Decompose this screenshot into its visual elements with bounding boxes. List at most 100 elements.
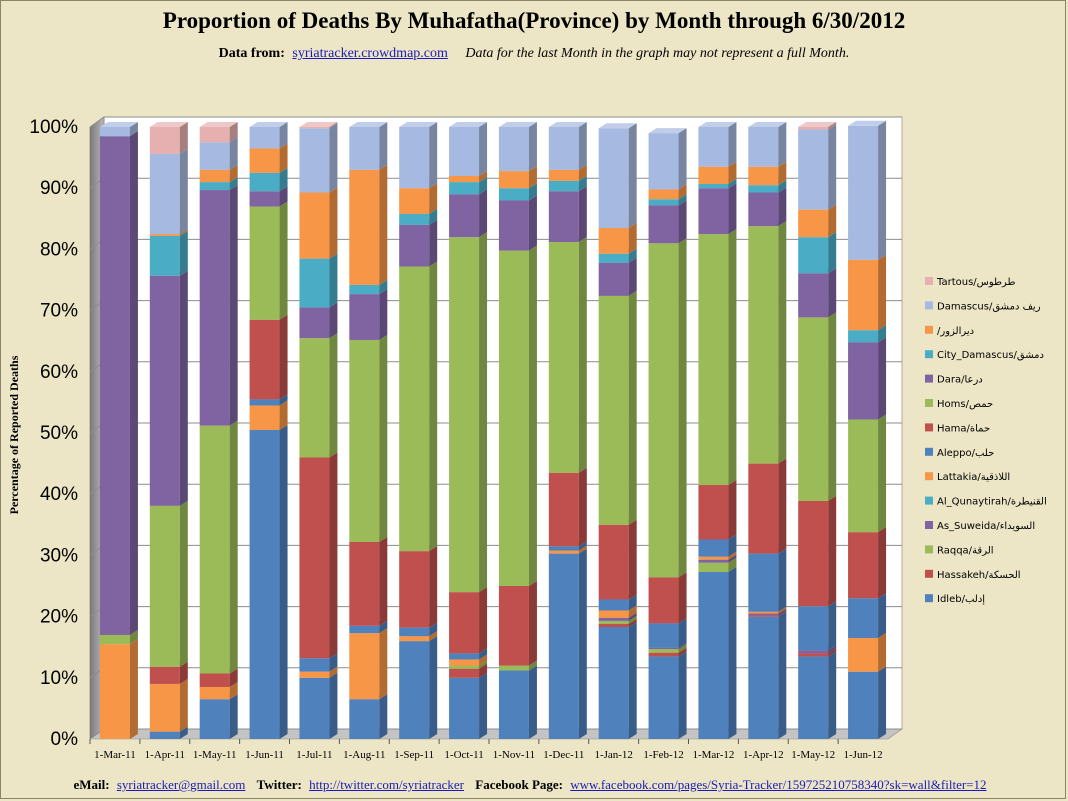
- data-source-link[interactable]: syriatracker.crowdmap.com: [292, 46, 448, 61]
- bar-segment: [798, 601, 837, 651]
- bar-side: [479, 122, 488, 176]
- bar-side: [279, 122, 288, 149]
- bar-side: [878, 325, 887, 343]
- bar-segment: [548, 467, 587, 547]
- bar-side: [828, 312, 837, 501]
- bar-segment: [249, 122, 288, 149]
- bar-front: [798, 129, 829, 210]
- bar-side: [528, 660, 537, 671]
- legend-item: Aleppo/حلب: [925, 447, 994, 459]
- bar-side: [179, 500, 188, 667]
- bar-stack-1-Nov-11: [498, 122, 537, 739]
- bar-front: [199, 169, 230, 183]
- bar-side: [678, 572, 687, 624]
- bar-segment: [99, 122, 138, 137]
- bar-segment: [848, 254, 887, 331]
- bar-side: [778, 187, 787, 227]
- bar-side: [878, 120, 887, 260]
- bar-front: [349, 699, 380, 739]
- bar-side: [778, 610, 787, 617]
- legend-item: Homs/حمص: [925, 399, 993, 410]
- bar-segment: [548, 122, 587, 170]
- bar-side: [578, 467, 587, 547]
- bar-front: [199, 182, 230, 191]
- bar-side: [628, 123, 637, 228]
- bar-side: [628, 257, 637, 296]
- bar-segment: [548, 186, 587, 243]
- twitter-link[interactable]: http://twitter.com/syriatracker: [309, 777, 465, 792]
- bar-segment: [99, 639, 138, 739]
- bar-front: [748, 611, 779, 614]
- bar-segment: [698, 229, 737, 486]
- bar-side: [678, 618, 687, 648]
- bar-front: [498, 200, 529, 251]
- bar-top: [698, 122, 737, 127]
- bar-side: [528, 183, 537, 201]
- bar-front: [149, 153, 180, 235]
- bar-front: [598, 599, 629, 611]
- bar-side: [628, 605, 637, 618]
- bar-front: [249, 206, 280, 320]
- email-link[interactable]: syriatracker@gmail.com: [116, 777, 246, 792]
- bar-segment: [449, 189, 488, 238]
- bar-front: [99, 136, 130, 635]
- bar-segment: [498, 122, 537, 172]
- bar-front: [249, 399, 280, 406]
- bar-front: [748, 613, 779, 616]
- bar-front: [548, 546, 579, 551]
- bar-side: [279, 186, 288, 207]
- bar-side: [678, 128, 687, 190]
- bar-side: [828, 645, 837, 654]
- bar-side: [728, 534, 737, 557]
- bar-side: [429, 546, 438, 628]
- bar-front: [648, 647, 679, 650]
- facebook-link[interactable]: www.facebook.com/pages/Syria-Tracker/159…: [570, 777, 987, 792]
- bar-front: [399, 213, 430, 225]
- bar-front: [449, 665, 480, 669]
- bar-front: [798, 237, 829, 274]
- bar-side: [329, 653, 338, 672]
- y-tick-label: 30%: [40, 545, 78, 566]
- bar-front: [249, 191, 280, 207]
- bar-stack-1-May-11: [199, 122, 238, 739]
- bar-front: [848, 671, 879, 739]
- bar-front: [748, 226, 779, 464]
- bar-side: [628, 618, 637, 628]
- bar-side: [578, 541, 587, 551]
- bar-segment: [698, 183, 737, 235]
- bar-segment: [498, 195, 537, 251]
- bar-segment: [149, 678, 188, 732]
- x-tick-label: 1-Jun-12: [844, 749, 883, 761]
- bar-segment: [698, 566, 737, 739]
- bar-front: [598, 617, 629, 621]
- bar-segment: [598, 257, 637, 296]
- bar-side: [778, 606, 787, 614]
- data-from-label: Data from:: [218, 46, 285, 61]
- bar-front: [548, 553, 579, 739]
- bar-side: [628, 290, 637, 525]
- bar-front: [648, 649, 679, 653]
- bar-front: [648, 199, 679, 206]
- bar-segment: [399, 636, 438, 739]
- bar-side: [229, 668, 238, 687]
- bar-side: [828, 651, 837, 739]
- bar-side: [678, 651, 687, 739]
- bar-side: [628, 222, 637, 254]
- bar-side: [578, 186, 587, 243]
- bar-side: [379, 164, 388, 285]
- bar-side: [578, 545, 587, 554]
- legend-label: Dara/درعا: [937, 375, 983, 386]
- bar-front: [548, 180, 579, 192]
- bar-segment: [598, 123, 637, 228]
- bar-side: [628, 248, 637, 263]
- bar-front: [498, 670, 529, 739]
- bar-segment: [798, 122, 837, 130]
- bar-front: [748, 192, 779, 227]
- bar-front: [399, 266, 430, 552]
- bar-side: [329, 187, 338, 259]
- bar-top: [648, 128, 687, 134]
- bar-side: [628, 519, 637, 600]
- y-tick-label: 80%: [40, 239, 78, 260]
- bar-side: [379, 279, 388, 295]
- x-tick-label: 1-Mar-11: [94, 749, 136, 761]
